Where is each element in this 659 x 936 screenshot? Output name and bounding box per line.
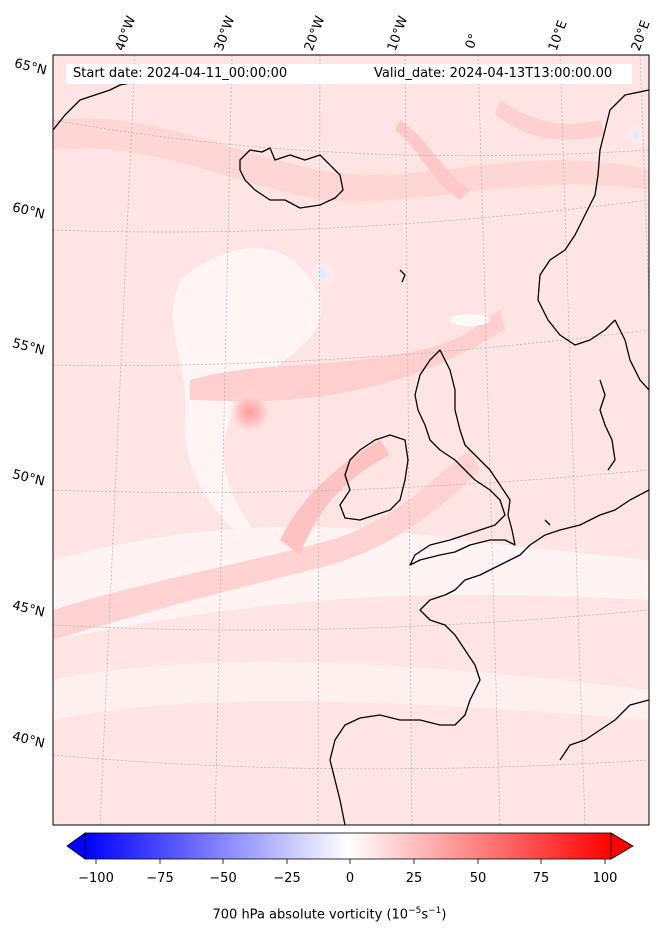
colorbar-title-exp1: −5: [408, 906, 422, 916]
vorticity-field: [53, 55, 649, 825]
colorbar: [66, 832, 634, 864]
colorbar-tick-label: 0: [345, 871, 355, 886]
colorbar-tick-label: 25: [405, 871, 423, 886]
continent-coast: [329, 489, 649, 825]
scandinavia-coast: [614, 319, 649, 391]
iceland-coast: [239, 147, 344, 209]
norway-coast: [537, 89, 649, 346]
colorbar-title-prefix: 700 hPa absolute vorticity (10: [212, 907, 409, 923]
graticule: [53, 55, 649, 825]
coastlines: [53, 81, 649, 825]
britain-coast: [409, 349, 516, 566]
valid-date-label: Valid_date: 2024-04-13T13:00:00.00: [374, 66, 613, 81]
map-frame-border: [52, 54, 650, 826]
colorbar-tick-label: 100: [592, 871, 618, 886]
greenland-coast: [53, 81, 136, 131]
colorbar-tick-label: −25: [273, 871, 301, 886]
colorbar-ticks: [95, 859, 606, 864]
colorbar-low-extend: [66, 832, 86, 860]
header-strip: [66, 64, 632, 84]
colorbar-high-extend: [610, 832, 634, 860]
colorbar-tick-label: −75: [146, 871, 174, 886]
colorbar-title-mid: s: [421, 907, 429, 923]
colorbar-tick-label: −50: [209, 871, 237, 886]
start-date-label: Start date: 2024-04-11_00:00:00: [73, 66, 288, 81]
colorbar-title: 700 hPa absolute vorticity (10−5s−1): [0, 906, 659, 922]
ireland-coast: [339, 434, 409, 521]
colorbar-tick-label: 50: [469, 871, 487, 886]
colorbar-tick-label: 75: [532, 871, 550, 886]
colorbar-gradient: [84, 832, 612, 860]
colorbar-title-exp2: −1: [428, 906, 442, 916]
denmark-coast: [599, 379, 616, 471]
colorbar-title-suffix: ): [441, 907, 447, 923]
colorbar-tick-label: −100: [78, 871, 114, 886]
